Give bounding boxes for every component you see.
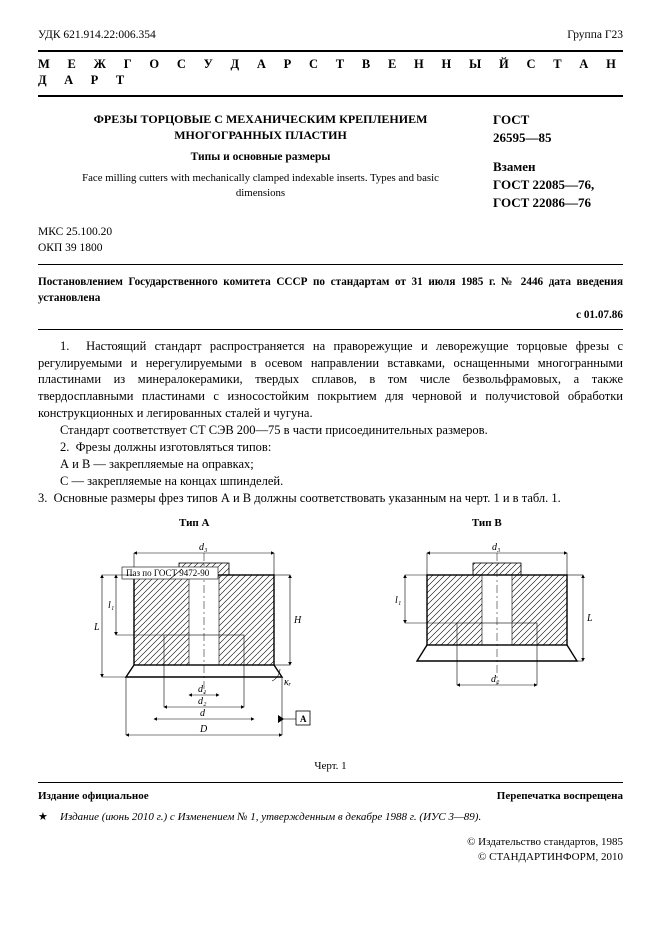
footer-row: Издание официальное Перепечатка воспреще… [38, 789, 623, 804]
header-block: ФРЕЗЫ ТОРЦОВЫЕ С МЕХАНИЧЕСКИМ КРЕПЛЕНИЕМ… [38, 111, 623, 212]
gost-number: 26595—85 [493, 130, 552, 145]
title-en: Face milling cutters with mechanically c… [38, 171, 483, 200]
body-text: 1. Настоящий стандарт распространяется н… [38, 338, 623, 507]
copyright-block: © Издательство стандартов, 1985 © СТАНДА… [38, 835, 623, 866]
para-2b: С — закрепляемые на концах шпинделей. [38, 473, 623, 490]
drawing-type-b: d₃ l₁ L d₂ [377, 535, 597, 735]
svg-text:d₃: d₃ [492, 542, 501, 553]
edition-note: Издание (июнь 2010 г.) с Изменением № 1,… [60, 810, 623, 825]
copyright-2: © СТАНДАРТИНФОРМ, 2010 [478, 851, 623, 863]
svg-text:d₃: d₃ [199, 542, 208, 553]
svg-text:A: A [300, 714, 307, 724]
page: УДК 621.914.22:006.354 Группа Г23 М Е Ж … [0, 0, 661, 936]
footer-left: Издание официальное [38, 789, 149, 804]
replaces-label: Взамен [493, 159, 536, 174]
replaces-1: ГОСТ 22085—76, [493, 177, 594, 192]
footer-right: Перепечатка воспрещена [497, 789, 623, 804]
svg-text:d₂: d₂ [491, 674, 500, 685]
svg-text:d: d [200, 708, 206, 719]
para-1b: Стандарт соответствует СТ СЭВ 200—75 в ч… [38, 422, 623, 439]
svg-text:H: H [293, 615, 302, 626]
udc-code: УДК 621.914.22:006.354 [38, 28, 156, 44]
rule-banner [38, 95, 623, 97]
svg-text:l₁: l₁ [108, 600, 114, 611]
fig-b-label: Тип В [377, 516, 597, 531]
classification-codes: МКС 25.100.20 ОКП 39 1800 [38, 224, 623, 256]
drawing-type-a: d₃ Паз по ГОСТ 9472-90 L l₁ H [64, 535, 324, 755]
para-2: 2. Фрезы должны изготовляться типов: [38, 439, 623, 456]
para-3: 3. Основные размеры фрез типов А и В дол… [38, 490, 623, 507]
decree-date: с 01.07.86 [38, 308, 623, 323]
svg-text:Паз по ГОСТ 9472-90: Паз по ГОСТ 9472-90 [126, 568, 210, 578]
fig-caption: Черт. 1 [38, 759, 623, 774]
rule-footer [38, 782, 623, 783]
decree-text: Постановлением Государственного комитета… [38, 275, 623, 305]
okp-code: ОКП 39 1800 [38, 242, 103, 254]
svg-text:L: L [586, 613, 593, 624]
fig-a-label: Тип А [64, 516, 324, 531]
svg-text:κᵣ: κᵣ [284, 677, 292, 688]
svg-text:L: L [93, 622, 100, 633]
top-row: УДК 621.914.22:006.354 Группа Г23 [38, 28, 623, 44]
title-ru: ФРЕЗЫ ТОРЦОВЫЕ С МЕХАНИЧЕСКИМ КРЕПЛЕНИЕМ… [38, 111, 483, 143]
figures-row: Тип А [38, 516, 623, 755]
para-2a: А и В — закрепляемые на оправках; [38, 456, 623, 473]
mks-code: МКС 25.100.20 [38, 226, 112, 238]
group-code: Группа Г23 [567, 28, 623, 44]
copyright-1: © Издательство стандартов, 1985 [467, 836, 623, 848]
svg-text:D: D [199, 724, 208, 735]
subtitle-ru: Типы и основные размеры [38, 150, 483, 166]
banner-heading: М Е Ж Г О С У Д А Р С Т В Е Н Н Ы Й С Т … [38, 52, 623, 94]
gost-label: ГОСТ [493, 112, 529, 127]
para-1: 1. Настоящий стандарт распространяется н… [38, 338, 623, 422]
rule-mid-1 [38, 264, 623, 265]
svg-text:d₁: d₁ [198, 684, 206, 695]
figure-b: Тип В [377, 516, 597, 735]
gost-block: ГОСТ 26595—85 Взамен ГОСТ 22085—76, ГОСТ… [493, 111, 623, 212]
replaces-2: ГОСТ 22086—76 [493, 195, 591, 210]
figure-a: Тип А [64, 516, 324, 755]
svg-text:d₂: d₂ [198, 696, 207, 707]
rule-mid-2 [38, 329, 623, 330]
svg-text:l₁: l₁ [395, 595, 401, 606]
